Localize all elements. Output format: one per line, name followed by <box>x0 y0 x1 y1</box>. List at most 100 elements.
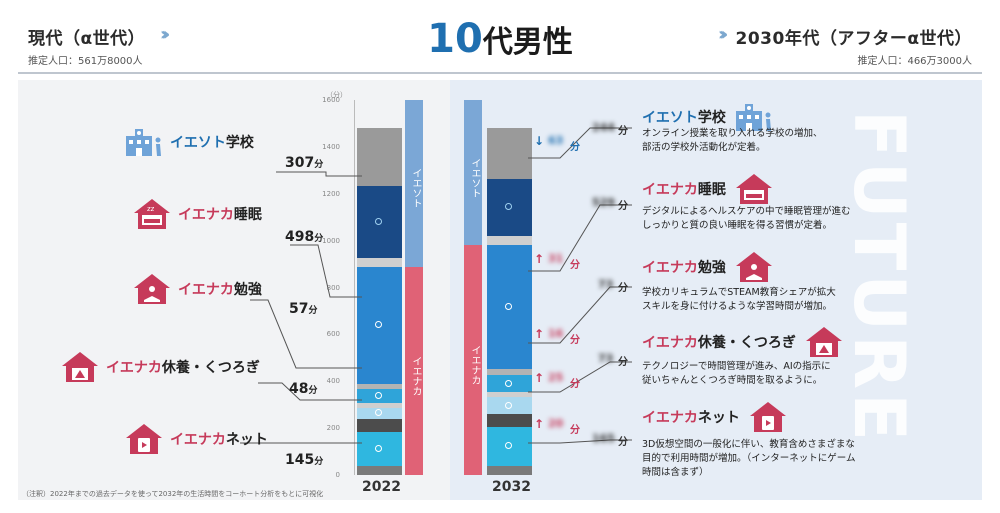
y-tick-label: 1600 <box>322 96 340 104</box>
bar-segment <box>487 369 532 376</box>
y-tick-label: 0 <box>335 471 340 479</box>
study-icon <box>734 250 774 284</box>
left-label-study: イエナカ勉強 <box>132 272 262 306</box>
header-right: 2030年代（アフターα世代） 推定人口：466万3000人 <box>736 24 973 67</box>
left-value-study: 57分 <box>289 301 318 317</box>
y-axis-unit: （分） <box>326 91 347 99</box>
future-panel <box>450 80 982 500</box>
right-delta-relax: 25 <box>548 371 564 384</box>
left-label-school-prefix: イエソト <box>170 135 226 151</box>
left-label-net-prefix: イエナカ <box>170 432 226 448</box>
header-divider <box>18 72 982 74</box>
left-label-study-prefix: イエナカ <box>178 282 234 298</box>
right-value-net: 165 <box>592 432 615 445</box>
left-label-relax-text: 休養・くつろぎ <box>161 360 260 376</box>
school-icon <box>734 100 774 134</box>
bar-segment <box>487 128 532 179</box>
right-value-school-unit: 分 <box>618 126 628 137</box>
left-label-relax: イエナカ休養・くつろぎ <box>60 350 260 384</box>
left-era-label: 現代（α世代） <box>28 29 146 49</box>
segment-marker <box>505 203 512 211</box>
tag-ienaka-2022: イエナカ <box>405 266 423 475</box>
right-label-relax: イエナカ休養・くつろぎ <box>642 325 850 359</box>
right-delta-relax-unit: 分 <box>570 379 580 390</box>
right-label-school: イエソト学校 <box>642 100 780 134</box>
right-label-study: イエナカ勉強 <box>642 250 780 284</box>
segment-marker <box>505 379 512 387</box>
left-value-sleep: 498分 <box>285 229 324 245</box>
left-label-school: イエソト学校 <box>124 125 254 159</box>
segment-marker <box>505 442 512 450</box>
right-desc-relax: テクノロジーで時間管理が進み、AIの指示に 従いちゃんとくつろぎ時間を取るように。 <box>642 361 831 386</box>
right-population: 推定人口：466万3000人 <box>857 56 972 67</box>
year-label-2032: 2032 <box>492 479 531 495</box>
title-number: 10 <box>427 16 483 62</box>
segment-marker <box>375 321 382 329</box>
study-icon <box>132 272 172 306</box>
bar-segment <box>487 235 532 246</box>
connector-right-relax <box>528 361 632 393</box>
right-value-sleep-unit: 分 <box>618 201 628 212</box>
bar-segment <box>357 402 402 408</box>
title-text: 代男性 <box>482 25 573 60</box>
connector-right-net <box>528 439 632 444</box>
left-label-sleep: zz イエナカ睡眠 <box>132 197 262 231</box>
connector-left-relax <box>258 382 362 401</box>
y-tick-label: 1400 <box>322 142 340 151</box>
right-arrow-school: ↓ <box>534 134 545 148</box>
right-desc-sleep: デジタルによるヘルスケアの中で睡眠管理が進む しっかりと質の良い睡眠を得る習慣が定… <box>642 206 851 231</box>
connector-right-study <box>528 286 632 344</box>
right-arrow-study: ↑ <box>534 327 545 341</box>
left-label-sleep-prefix: イエナカ <box>178 207 234 223</box>
right-desc-net: 3D仮想空間の一般化に伴い、教育含めさまざまな 目的で利用時間が増加。（インターネ… <box>642 439 856 478</box>
segment-marker <box>505 303 512 311</box>
left-value-net: 145分 <box>285 452 324 468</box>
right-delta-study: 16 <box>548 327 564 340</box>
connector-right-sleep <box>528 204 632 272</box>
right-desc-study: 学校カリキュラムでSTEAM教育シェアが拡大 スキルを身に付けるような学習時間が増… <box>642 287 836 312</box>
tag-ieso-2032: イエソト <box>464 100 482 246</box>
right-arrow-net: ↑ <box>534 417 545 431</box>
connector-left-study <box>250 299 362 369</box>
left-population: 推定人口：561万8000人 <box>28 56 143 67</box>
bar-segment <box>357 383 402 390</box>
segment-marker <box>375 392 382 400</box>
right-label-school-prefix: イエソト <box>642 110 698 126</box>
sleep-icon: zz <box>132 197 172 231</box>
right-arrow-sleep: ↑ <box>534 252 545 266</box>
right-arrow-relax: ↑ <box>534 371 545 385</box>
connector-left-school <box>276 171 362 177</box>
right-label-relax-text: 休養・くつろぎ <box>697 335 796 351</box>
page-title: 10代男性 <box>0 16 1000 62</box>
right-value-sleep: 529 <box>592 196 615 209</box>
bar-segment <box>487 465 532 475</box>
right-value-school: 244 <box>592 121 615 134</box>
right-label-sleep: イエナカ睡眠 <box>642 172 780 206</box>
right-label-study-text: 勉強 <box>697 260 726 276</box>
bar-2032 <box>487 100 532 475</box>
bar-segment <box>357 418 402 432</box>
left-label-net: イエナカネット <box>124 422 268 456</box>
bar-segment <box>357 128 402 186</box>
connector-right-school <box>528 127 632 159</box>
bar-segment <box>357 257 402 267</box>
right-label-sleep-text: 睡眠 <box>697 182 726 198</box>
svg-text:zz: zz <box>147 205 155 213</box>
header: 現代（α世代） 推定人口：561万8000人 ››› 10代男性 ››› 203… <box>0 0 1000 78</box>
right-delta-school-unit: 分 <box>570 142 580 153</box>
relax-icon <box>60 350 100 384</box>
right-label-net-text: ネット <box>697 410 740 426</box>
connector-left-sleep <box>290 244 362 298</box>
tag-ieso-2022: イエソト <box>405 100 423 267</box>
year-label-2022: 2022 <box>362 479 401 495</box>
right-label-net: イエナカネット <box>642 400 794 434</box>
net-icon <box>124 422 164 456</box>
header-left: 現代（α世代） 推定人口：561万8000人 <box>28 24 145 67</box>
left-label-relax-prefix: イエナカ <box>106 360 162 376</box>
right-delta-net-unit: 分 <box>570 425 580 436</box>
net-icon <box>748 400 788 434</box>
right-delta-school: 63 <box>548 134 564 147</box>
tag-ienaka-2032: イエナカ <box>464 245 482 475</box>
right-label-sleep-prefix: イエナカ <box>642 182 698 198</box>
